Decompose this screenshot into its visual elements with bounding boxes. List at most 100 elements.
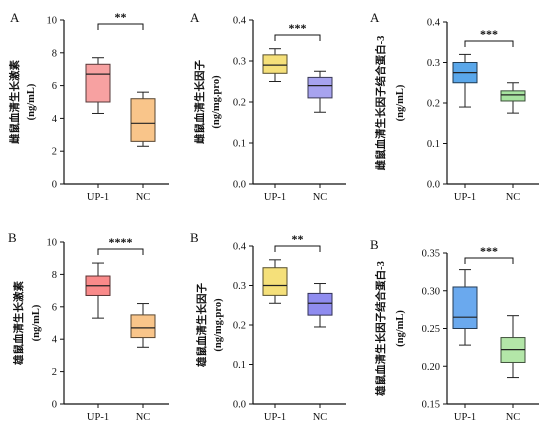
y-tick-label: 2 — [52, 367, 57, 378]
box-nc — [130, 303, 156, 348]
chart-panel-4: B 0 2 4 6 8 10 雄鼠血清生长激素 (ng/mL) UP-1 NC **** — [8, 230, 169, 423]
panel-label: A — [10, 10, 20, 25]
box-nc — [307, 283, 333, 328]
box-up-1 — [262, 48, 288, 82]
x-tick-label: UP-1 — [454, 192, 476, 203]
y-tick-label: 4 — [52, 335, 58, 346]
y-axis-label: 雌鼠血清生长激素 — [8, 60, 21, 144]
x-tick-label: NC — [136, 412, 151, 423]
y-tick-label: 0.30 — [422, 286, 440, 297]
significance-label: **** — [109, 235, 133, 249]
box-up-1 — [452, 53, 478, 108]
y-tick-label: 0.4 — [233, 16, 247, 27]
y-tick-label: 0.15 — [422, 400, 440, 411]
y-tick-label: 0.2 — [427, 99, 440, 110]
y-axis-label: 雄鼠血清生长因子 — [195, 283, 208, 368]
box-up-1 — [262, 259, 288, 304]
significance-bracket — [464, 257, 514, 264]
significance-bracket — [464, 40, 514, 47]
y-tick-label: 0.3 — [427, 58, 440, 69]
box-iqr — [130, 314, 156, 339]
y-tick-label: 0.1 — [233, 360, 246, 371]
significance-label: *** — [480, 244, 498, 258]
significance-bracket — [97, 248, 144, 255]
y-tick-label: 0 — [52, 180, 57, 191]
y-tick-label: 0.35 — [422, 249, 440, 260]
x-tick-label: UP-1 — [87, 192, 109, 203]
x-tick-label: NC — [136, 192, 151, 203]
significance-label: *** — [480, 27, 498, 41]
box-iqr — [452, 286, 478, 330]
y-axis-label: 雌鼠血清生长因子结合蛋白-3 — [374, 36, 387, 171]
x-tick-label: UP-1 — [87, 412, 109, 423]
y-tick-label: 0.1 — [427, 139, 440, 150]
y-tick-label: 6 — [52, 302, 57, 313]
significance-bracket — [274, 245, 321, 252]
y-tick-label: 8 — [52, 48, 57, 59]
significance-bracket — [274, 34, 321, 41]
box-iqr — [500, 90, 526, 102]
box-iqr — [85, 63, 111, 103]
box-iqr — [307, 76, 333, 99]
significance-label: ** — [292, 232, 304, 246]
panel-label: B — [8, 230, 17, 245]
y-axis-unit: (ng/mg.pro) — [211, 75, 222, 129]
y-axis-label: 雌鼠血清生长因子 — [193, 60, 206, 144]
y-axis-unit: (ng/mL) — [395, 310, 406, 347]
y-axis-label: 雄鼠血清生长激素 — [12, 281, 25, 366]
y-tick-label: 10 — [47, 16, 58, 27]
y-axis-label: 雄鼠血清生长因子结合蛋白-3 — [374, 261, 387, 397]
y-tick-label: 0.3 — [233, 57, 246, 68]
y-tick-label: 0.0 — [427, 180, 440, 191]
x-tick-label: NC — [313, 412, 328, 423]
box-nc — [500, 315, 526, 379]
box-nc — [130, 91, 156, 147]
chart-panel-6: B 0.15 0.20 0.25 0.30 0.35 雄鼠血清生长因子结合蛋白-3 (ng/m… — [370, 237, 539, 423]
y-tick-label: 0.2 — [233, 321, 246, 332]
y-tick-label: 2 — [52, 147, 57, 158]
box-up-1 — [452, 269, 478, 346]
box-up-1 — [85, 262, 111, 319]
chart-panel-1: A 0 2 4 6 8 10 雌鼠血清生长激素 (ng/mL) UP-1 NC ** — [8, 10, 169, 203]
x-tick-label: NC — [506, 192, 521, 203]
chart-panel-3: A 0.0 0.1 0.2 0.3 0.4 雌鼠血清生长因子结合蛋白-3 (ng/mL) UP-… — [370, 10, 539, 203]
box-iqr — [307, 292, 333, 316]
panel-label: B — [190, 230, 199, 245]
x-tick-label: NC — [313, 192, 328, 203]
significance-label: *** — [289, 21, 307, 35]
y-tick-label: 4 — [52, 114, 58, 125]
y-tick-label: 0.4 — [233, 242, 247, 253]
panel-label: A — [370, 10, 380, 25]
significance-bracket — [97, 23, 144, 30]
y-tick-label: 8 — [52, 270, 57, 281]
box-nc — [500, 82, 526, 114]
chart-panel-5: B 0.0 0.1 0.2 0.3 0.4 雄鼠血清生长因子 (ng/mg.pro) UP-1 N… — [190, 230, 346, 423]
x-tick-label: UP-1 — [454, 412, 476, 423]
panel-label: A — [190, 10, 200, 25]
y-axis-unit: (ng/mL) — [31, 304, 42, 341]
box-iqr — [262, 267, 288, 296]
y-tick-label: 0.20 — [422, 362, 440, 373]
y-axis-unit: (ng/mL) — [395, 84, 406, 121]
x-tick-label: UP-1 — [264, 192, 286, 203]
y-axis-unit: (ng/mL) — [26, 83, 37, 120]
y-tick-label: 0.0 — [233, 180, 246, 191]
y-tick-label: 0.4 — [427, 18, 441, 29]
significance-label: ** — [115, 10, 127, 24]
chart-panel-2: A 0.0 0.1 0.2 0.3 0.4 雌鼠血清生长因子 (ng/mg.pro) UP-1 N… — [190, 10, 346, 203]
x-tick-label: UP-1 — [264, 412, 286, 423]
y-tick-label: 10 — [47, 238, 58, 249]
y-axis-unit: (ng/mg.pro) — [213, 298, 224, 352]
panel-label: B — [370, 237, 379, 252]
y-tick-label: 0 — [52, 400, 57, 411]
y-tick-label: 0.3 — [233, 281, 246, 292]
y-tick-label: 0.2 — [233, 98, 246, 109]
box-up-1 — [85, 57, 111, 114]
box-nc — [307, 70, 333, 113]
y-tick-label: 0.1 — [233, 139, 246, 150]
y-tick-label: 6 — [52, 81, 57, 92]
box-iqr — [130, 98, 156, 142]
box-iqr — [262, 54, 288, 74]
y-tick-label: 0.0 — [233, 400, 246, 411]
